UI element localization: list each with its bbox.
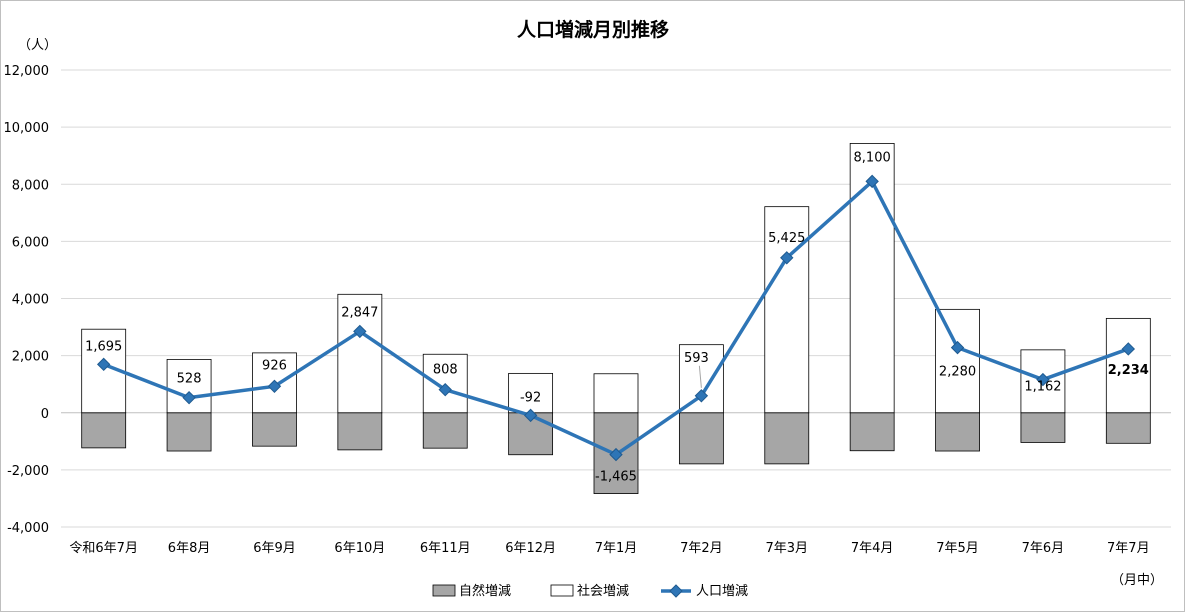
social-change-bar xyxy=(935,308,980,414)
population-change-label: 1,695 xyxy=(85,339,122,354)
population-change-label: 2,847 xyxy=(341,305,378,320)
x-tick-label: 6年12月 xyxy=(505,541,556,556)
population-change-point xyxy=(950,340,965,355)
y-tick-label: 4,000 xyxy=(12,293,49,308)
legend-swatch-social xyxy=(550,584,574,597)
x-tick-label: 6年11月 xyxy=(420,541,471,556)
natural-change-bar xyxy=(166,412,212,452)
gridlines xyxy=(61,69,1171,528)
population-change-label: 5,425 xyxy=(768,231,805,246)
x-tick-label: 令和6年7月 xyxy=(69,541,138,556)
population-change-label: -92 xyxy=(520,390,541,405)
population-change-point xyxy=(1036,372,1050,387)
legend: 自然増減 社会増減 人口増減 xyxy=(432,583,748,599)
x-tick-label: 7年3月 xyxy=(765,541,808,556)
natural-change-bar xyxy=(1020,412,1066,443)
population-change-label: -1,465 xyxy=(595,470,637,485)
y-tick-label: 0 xyxy=(41,407,49,422)
social-change-bar xyxy=(166,358,212,414)
x-tick-label: 7年1月 xyxy=(595,541,638,556)
x-tick-label: 7年2月 xyxy=(680,541,723,556)
x-axis-ticks: 令和6年7月 6年8月 6年9月 6年10月 6年11月 6年12月 7年1月 7年2月 7年3… xyxy=(69,541,1149,556)
natural-change-bar xyxy=(1105,412,1151,444)
x-tick-label: 7年7月 xyxy=(1107,541,1150,556)
population-change-point xyxy=(523,408,538,423)
population-change-point xyxy=(182,390,196,405)
bar-series xyxy=(81,143,1151,494)
natural-change-bar xyxy=(849,412,895,452)
x-tick-label: 7年6月 xyxy=(1022,541,1065,556)
population-change-point xyxy=(865,174,879,189)
population-change-point xyxy=(694,389,709,403)
social-change-bar xyxy=(508,372,554,414)
social-change-bar xyxy=(422,353,468,414)
population-change-label: 2,234 xyxy=(1108,363,1149,378)
population-change-point xyxy=(353,324,367,339)
natural-change-bar xyxy=(764,412,810,465)
x-tick-label: 6年10月 xyxy=(334,541,385,556)
chart-title: 人口増減月別推移 xyxy=(517,18,669,41)
y-tick-label: 8,000 xyxy=(12,178,49,193)
population-change-point xyxy=(609,447,623,462)
social-change-bar xyxy=(1105,317,1151,414)
population-change-label: 2,280 xyxy=(939,365,976,380)
legend-swatch-natural xyxy=(432,584,456,597)
population-change-point xyxy=(96,357,111,372)
population-change-label: 1,162 xyxy=(1024,380,1061,395)
y-axis-ticks: -4,000 -2,000 0 2,000 4,000 6,000 8,000 10,000 1… xyxy=(4,64,50,536)
social-change-bar xyxy=(337,293,383,414)
x-axis-unit: （月中） xyxy=(1111,573,1163,588)
population-change-label: 926 xyxy=(262,358,287,373)
natural-change-bar xyxy=(678,412,724,465)
population-change-point xyxy=(267,379,282,394)
y-tick-label: -4,000 xyxy=(7,521,49,536)
y-tick-label: -2,000 xyxy=(7,464,49,479)
social-change-bar xyxy=(849,143,895,414)
legend-label-natural: 自然増減 xyxy=(459,583,511,599)
population-change-point xyxy=(438,382,452,397)
natural-change-bar xyxy=(81,412,127,449)
line-series xyxy=(96,174,1136,462)
population-change-label: 593 xyxy=(684,351,709,366)
y-tick-label: 10,000 xyxy=(4,121,50,136)
population-change-label: 528 xyxy=(177,372,202,387)
data-labels: 1,695 528 926 2,847 808 -92 -1,465 593 5,425 8,10… xyxy=(85,150,1149,484)
natural-change-bar xyxy=(422,412,468,449)
x-tick-label: 7年5月 xyxy=(936,541,979,556)
x-tick-label: 7年4月 xyxy=(851,541,894,556)
population-change-point xyxy=(780,251,794,265)
social-change-bar xyxy=(593,373,639,414)
natural-change-bar xyxy=(337,412,383,451)
natural-change-bar xyxy=(252,412,297,447)
y-axis-unit: （人） xyxy=(18,38,57,53)
x-tick-label: 6年8月 xyxy=(168,541,211,556)
population-change-point xyxy=(1121,342,1136,356)
y-tick-label: 12,000 xyxy=(4,64,50,79)
population-change-label: 8,100 xyxy=(854,150,891,165)
legend-label-social: 社会増減 xyxy=(577,583,629,599)
y-tick-label: 6,000 xyxy=(12,235,49,250)
x-tick-label: 6年9月 xyxy=(253,541,296,556)
legend-swatch-total-marker xyxy=(669,584,683,598)
social-change-bar xyxy=(764,206,810,414)
legend-label-total: 人口増減 xyxy=(696,583,748,599)
y-tick-label: 2,000 xyxy=(12,350,49,365)
label-leader-line xyxy=(698,365,702,388)
natural-change-bar xyxy=(935,412,980,452)
population-change-label: 808 xyxy=(433,363,458,378)
